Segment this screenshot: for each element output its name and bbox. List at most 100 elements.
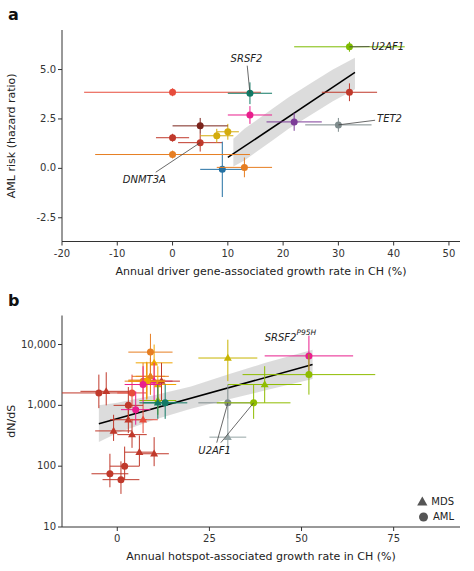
annotation-text: DNMT3A <box>123 174 166 185</box>
y-axis-label: dN/dS <box>5 405 18 438</box>
data-point <box>125 402 132 409</box>
y-tick-label: 10,000 <box>21 339 56 350</box>
x-axis-line <box>62 527 460 528</box>
scatter-series <box>62 334 375 494</box>
plot-data <box>62 334 375 494</box>
legend-label: AML <box>433 511 454 522</box>
panel-label: b <box>8 291 19 310</box>
data-point <box>95 389 102 396</box>
data-point <box>169 134 176 141</box>
data-point <box>213 132 220 139</box>
data-point <box>106 470 113 477</box>
data-point <box>246 111 253 118</box>
y-tick <box>58 217 62 218</box>
x-tick <box>283 242 284 246</box>
regression-line <box>99 364 313 423</box>
data-point <box>110 427 118 434</box>
annotation: TET2 <box>377 113 402 124</box>
data-point <box>224 354 232 361</box>
data-point <box>346 89 353 96</box>
annotation: U2AF1 <box>372 41 405 52</box>
data-point <box>154 399 162 406</box>
y-axis-line <box>62 316 63 528</box>
annotations: SRSF2P95H U2AF1 <box>198 328 316 456</box>
x-tick-label: -10 <box>109 248 125 259</box>
annotation-arrow <box>349 46 369 47</box>
x-tick-label: 10 <box>221 248 234 259</box>
annotations: SRSF2 U2AF1 TET2 DNMT3A <box>123 41 404 185</box>
data-point <box>129 389 136 396</box>
annotation-superscript: P95H <box>296 328 316 337</box>
data-point <box>169 151 176 158</box>
y-tick-label: 2.5 <box>40 113 56 124</box>
x-tick-label: 30 <box>332 248 345 259</box>
data-point <box>162 399 169 406</box>
x-tick <box>227 242 228 246</box>
annotation: DNMT3A <box>123 174 166 185</box>
annotation-arrow <box>247 66 250 94</box>
data-point <box>291 118 298 125</box>
scatter-series <box>84 42 405 197</box>
y-tick <box>58 405 62 406</box>
x-axis-line <box>62 241 460 242</box>
data-point <box>224 128 231 135</box>
x-tick-label: 40 <box>387 248 400 259</box>
x-tick-label: 0 <box>169 248 175 259</box>
x-axis-label: Annual driver gene-associated growth rat… <box>115 265 406 278</box>
x-tick-label: 75 <box>387 533 400 544</box>
y-tick-label: 10 <box>43 521 56 532</box>
data-point <box>197 122 204 129</box>
legend-swatch <box>417 497 427 506</box>
y-axis-label: AML risk (hazard ratio) <box>5 73 18 198</box>
confidence-band <box>99 350 313 442</box>
y-tick <box>58 466 62 467</box>
annotation-arrow <box>156 143 200 173</box>
x-axis-label: Annual hotspot-associated growth rate in… <box>126 550 395 563</box>
y-tick-label: 100 <box>37 460 56 471</box>
regression-line <box>228 72 355 157</box>
y-tick <box>58 118 62 119</box>
x-tick <box>117 527 118 531</box>
chart-root: a-20-1001020304050-2.50.02.55.0Annual dr… <box>0 0 474 571</box>
plot-data <box>84 42 405 197</box>
legend-label: MDS <box>431 496 454 507</box>
figure: a-20-1001020304050-2.50.02.55.0Annual dr… <box>0 0 474 571</box>
data-point <box>241 164 248 171</box>
data-point <box>128 430 136 437</box>
data-point <box>117 476 124 483</box>
axes: 0255075101001,00010,000Annual hotspot-as… <box>5 316 460 564</box>
panel: b0255075101001,00010,000Annual hotspot-a… <box>5 291 460 564</box>
annotation-arrow <box>338 120 375 125</box>
annotation: SRSF2P95H <box>265 328 317 343</box>
y-tick-label: 0.0 <box>40 162 56 173</box>
confidence-band <box>233 58 355 167</box>
data-point <box>140 381 147 388</box>
data-point <box>305 371 312 378</box>
annotation-text: TET2 <box>377 113 402 124</box>
annotation-text: U2AF1 <box>372 41 405 52</box>
data-point <box>147 349 154 356</box>
y-axis-line <box>62 30 63 242</box>
data-point <box>139 416 147 423</box>
axes: -20-1001020304050-2.50.02.55.0Annual dri… <box>5 30 460 278</box>
x-tick <box>301 527 302 531</box>
legend-swatch <box>419 513 428 522</box>
panel: a-20-1001020304050-2.50.02.55.0Annual dr… <box>5 5 460 278</box>
x-tick <box>172 242 173 246</box>
x-tick <box>338 242 339 246</box>
annotation: U2AF1 <box>198 445 231 456</box>
y-tick <box>58 344 62 345</box>
x-tick <box>393 527 394 531</box>
panel-label: a <box>8 5 19 24</box>
legend: MDS AML <box>417 496 454 522</box>
x-tick <box>62 242 63 246</box>
annotation-text: SRSF2 <box>231 53 263 64</box>
x-tick-label: 50 <box>443 248 456 259</box>
data-point <box>169 89 176 96</box>
x-tick-label: 50 <box>295 533 308 544</box>
data-point <box>150 450 158 457</box>
y-tick <box>58 527 62 528</box>
scatter-series <box>80 340 301 466</box>
y-tick <box>58 168 62 169</box>
annotation-arrow <box>221 403 254 443</box>
